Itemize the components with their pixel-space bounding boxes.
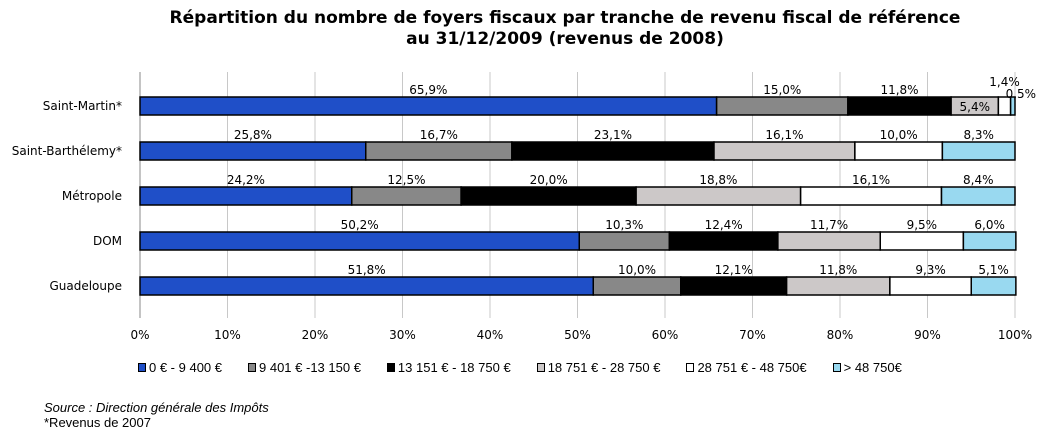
data-label: 18,8% [699, 173, 737, 187]
category-label: Saint-Martin* [43, 99, 122, 113]
bar-segment [139, 186, 353, 206]
data-label: 11,8% [880, 83, 918, 97]
chart-subtitle: au 31/12/2009 (revenus de 2008) [406, 29, 724, 49]
bar-segment [854, 141, 944, 161]
data-label: 50,2% [341, 218, 379, 232]
data-label: 51,8% [348, 263, 386, 277]
legend-swatch [536, 363, 545, 372]
data-label: 0,5% [1006, 87, 1037, 101]
data-label: 10,0% [618, 263, 656, 277]
x-tick-label: 40% [477, 328, 504, 342]
data-label: 1,4% [989, 75, 1020, 89]
data-label: 9,3% [915, 263, 946, 277]
data-label: 6,0% [974, 218, 1005, 232]
bar-segment [777, 231, 881, 251]
bar-segment [1009, 96, 1016, 116]
data-label: 25,8% [234, 128, 272, 142]
category-label: Saint-Barthélemy* [12, 144, 122, 158]
data-label: 12,5% [387, 173, 425, 187]
bar-segment [785, 276, 891, 296]
bar-segment [713, 141, 856, 161]
bar-segment [680, 276, 788, 296]
x-tick-label: 50% [564, 328, 591, 342]
data-label: 11,8% [819, 263, 857, 277]
data-label: 10,0% [880, 128, 918, 142]
bar-segment [511, 141, 715, 161]
bar-segment [139, 96, 718, 116]
bar-segment [139, 231, 580, 251]
legend: 0 € - 9 400 € 9 401 € -13 150 € 13 151 € -… [138, 360, 902, 375]
data-label: 65,9% [409, 83, 447, 97]
legend-label: 28 751 € - 48 750€ [697, 360, 807, 375]
legend-item: 28 751 € - 48 750€ [686, 360, 807, 375]
x-tick-label: 60% [652, 328, 679, 342]
data-label: 12,4% [705, 218, 743, 232]
x-tick-label: 20% [302, 328, 329, 342]
bar-segment [715, 96, 849, 116]
legend-label: > 48 750€ [843, 360, 902, 375]
bar-segment [578, 231, 671, 251]
legend-swatch [832, 363, 841, 372]
data-label: 16,7% [420, 128, 458, 142]
legend-swatch [386, 363, 395, 372]
legend-item: 0 € - 9 400 € [138, 360, 222, 375]
data-label: 8,4% [963, 173, 994, 187]
legend-label: 0 € - 9 400 € [149, 360, 222, 375]
data-label: 20,0% [530, 173, 568, 187]
plot-area: 0% 10% 20% 30% 40% 50% 60% 70% 80% 90% 100% Saint-M… [12, 72, 1037, 342]
bar-segment [799, 186, 943, 206]
source-text: Source : Direction générale des Impôts [44, 400, 269, 415]
bar-segment [365, 141, 513, 161]
data-label: 16,1% [852, 173, 890, 187]
bar-segment [970, 276, 1017, 296]
bar-segment [940, 186, 1016, 206]
chart-title: Répartition du nombre de foyers fiscaux … [169, 8, 961, 28]
legend-label: 9 401 € -13 150 € [259, 360, 361, 375]
data-label: 16,1% [765, 128, 803, 142]
data-label: 8,3% [963, 128, 994, 142]
legend-swatch [686, 363, 695, 372]
legend-label: 18 751 € - 28 750 € [547, 360, 661, 375]
category-label: Métropole [62, 189, 122, 203]
bar-segment [668, 231, 779, 251]
bar-segment [941, 141, 1016, 161]
data-label: 24,2% [227, 173, 265, 187]
bar-segment [139, 141, 367, 161]
category-label: DOM [93, 234, 122, 248]
bar-segment [592, 276, 682, 296]
x-tick-label: 100% [998, 328, 1032, 342]
data-label: 11,7% [810, 218, 848, 232]
x-tick-label: 70% [739, 328, 766, 342]
legend-swatch [138, 363, 146, 372]
bar-segment [879, 231, 965, 251]
bar-segment [847, 96, 952, 116]
footnote: *Revenus de 2007 [44, 415, 151, 430]
data-label: 15,0% [763, 83, 801, 97]
data-label: 12,1% [715, 263, 753, 277]
data-label: 23,1% [594, 128, 632, 142]
bar-segment [351, 186, 462, 206]
legend-item: 18 751 € - 28 750 € [536, 360, 661, 375]
legend-item: 9 401 € -13 150 € [248, 360, 361, 375]
x-tick-label: 30% [389, 328, 416, 342]
data-label: 10,3% [605, 218, 643, 232]
category-label: Guadeloupe [49, 279, 122, 293]
legend-item: 13 151 € - 18 750 € [386, 360, 511, 375]
bar-segment [460, 186, 637, 206]
x-tick-label: 0% [130, 328, 149, 342]
bar-segment [139, 276, 594, 296]
x-tick-label: 10% [214, 328, 241, 342]
data-label: 5,1% [978, 263, 1009, 277]
data-label: 9,5% [907, 218, 938, 232]
x-tick-label: 90% [914, 328, 941, 342]
bar-segment [889, 276, 972, 296]
data-label: 5,4% [960, 100, 991, 114]
legend-swatch [248, 363, 256, 372]
bar-segment [635, 186, 802, 206]
legend-label: 13 151 € - 18 750 € [397, 360, 511, 375]
bar-segment [962, 231, 1017, 251]
legend-item: > 48 750€ [832, 360, 902, 375]
x-tick-label: 80% [827, 328, 854, 342]
